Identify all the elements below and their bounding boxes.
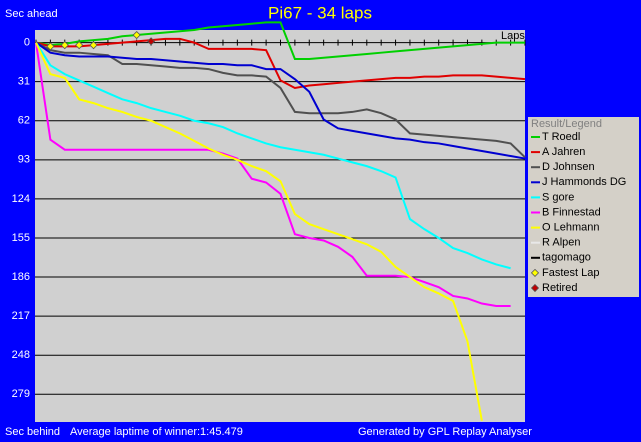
series-line — [35, 37, 526, 90]
y-tick-label: 0 — [24, 37, 30, 49]
subtitle: Average laptime of winner:1:45.479 — [70, 426, 243, 438]
y-label-top: Sec ahead — [5, 8, 58, 20]
series-line — [35, 42, 483, 421]
legend-label: B Finnestad — [542, 206, 601, 218]
y-tick-label: 186 — [12, 271, 30, 283]
y-tick-label: 124 — [12, 193, 30, 205]
legend-label: R Alpen — [542, 237, 581, 249]
credit: Generated by GPL Replay Analyser — [358, 426, 532, 438]
y-tick-label: 31 — [18, 76, 30, 88]
legend-label: tagomago — [542, 252, 591, 264]
y-label-bottom: Sec behind — [5, 426, 60, 438]
legend-label: O Lehmann — [542, 222, 599, 234]
legend-label: T Roedl — [542, 131, 580, 143]
legend-label: S gore — [542, 191, 574, 203]
legend-label: Fastest Lap — [542, 267, 599, 279]
y-tick-label: 155 — [12, 232, 30, 244]
series-line — [35, 41, 526, 159]
marker — [75, 41, 84, 50]
marker — [146, 37, 156, 46]
plot-area — [35, 30, 525, 422]
y-tick-label: 279 — [12, 388, 30, 400]
marker — [89, 41, 98, 50]
x-label: Laps — [501, 30, 525, 42]
marker — [46, 42, 55, 51]
y-tick-label: 93 — [18, 154, 30, 166]
series-line — [35, 41, 526, 160]
legend-label: A Jahren — [542, 146, 585, 158]
series-line — [35, 21, 525, 60]
legend-title: Result/Legend — [531, 118, 602, 130]
series-line — [35, 42, 511, 270]
legend-marker — [530, 283, 540, 293]
marker — [60, 41, 69, 50]
marker — [132, 30, 141, 40]
y-tick-label: 62 — [18, 115, 30, 127]
y-tick-label: 248 — [12, 349, 30, 361]
legend-label: Retired — [542, 282, 577, 294]
legend-box — [528, 117, 639, 297]
legend-marker — [530, 268, 540, 277]
y-tick-label: 217 — [12, 310, 30, 322]
legend-label: D Johnsen — [542, 161, 595, 173]
series-line — [35, 42, 511, 308]
chart-title: Pi67 - 34 laps — [268, 3, 372, 22]
legend-label: J Hammonds DG — [542, 176, 626, 188]
